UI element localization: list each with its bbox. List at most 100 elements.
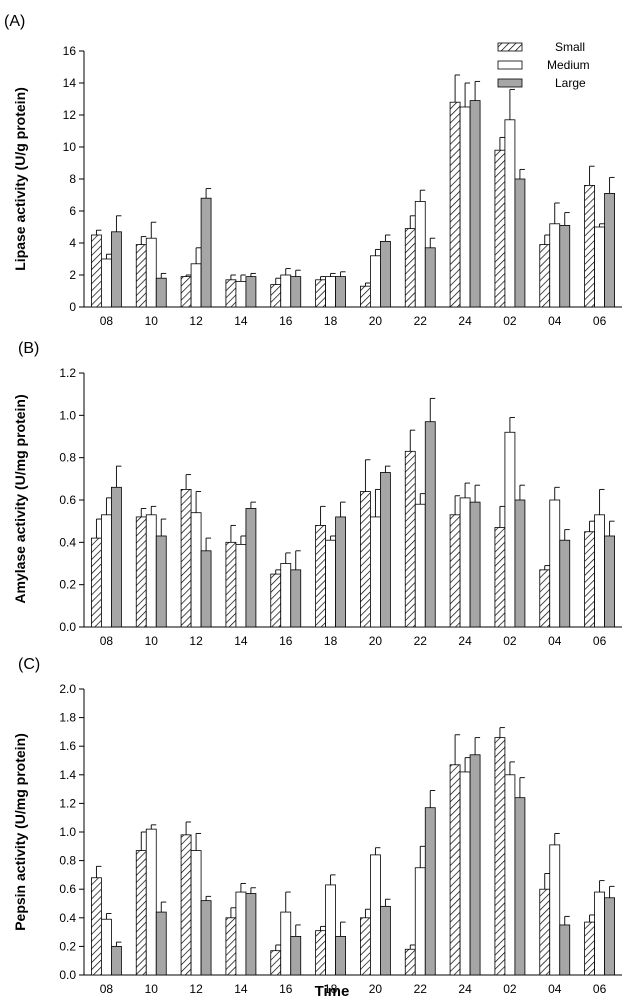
bar-large [604, 192, 615, 308]
y-tick-label: 0.4 [59, 911, 76, 925]
bar-medium [549, 844, 561, 976]
y-tick-label: 1.2 [59, 796, 76, 810]
x-tick-label: 02 [503, 634, 517, 648]
bar-large [245, 276, 257, 308]
x-tick-label: 22 [414, 314, 428, 328]
legend-label-small: Small [555, 40, 585, 54]
bar-large [469, 100, 481, 308]
x-tick-label: 24 [458, 634, 472, 648]
y-tick-label: 0.0 [59, 968, 76, 982]
bar-medium [370, 516, 381, 628]
y-tick-label: 1.8 [59, 711, 76, 725]
bar-medium [325, 884, 336, 976]
legend-swatch-large [497, 78, 523, 88]
bar-large [245, 893, 257, 976]
x-tick-label: 12 [189, 982, 203, 996]
bar-large [604, 535, 615, 628]
x-tick-label: 16 [279, 314, 293, 328]
y-tick-label: 12 [63, 108, 77, 122]
y-tick-label: 0.4 [59, 535, 76, 549]
x-axis-title: Time [315, 983, 350, 1000]
bar-large [335, 276, 346, 308]
x-tick-label: 24 [458, 982, 472, 996]
bar-medium [325, 276, 336, 308]
x-tick-label: 18 [324, 982, 338, 996]
x-tick-label: 20 [369, 314, 383, 328]
bar-small [360, 491, 371, 628]
bar-medium [101, 258, 112, 308]
x-tick-label: 06 [593, 634, 607, 648]
bar-small [225, 917, 237, 976]
bar-medium [145, 237, 157, 308]
bar-large [380, 472, 391, 628]
x-tick-label: 04 [548, 314, 562, 328]
bar-large [111, 231, 122, 308]
bar-small [315, 279, 326, 308]
y-tick-label: 0.6 [59, 882, 76, 896]
bar-small [225, 541, 237, 628]
legend-swatch-small [497, 42, 523, 52]
y-tick-label: 0.8 [59, 451, 76, 465]
bar-small [180, 276, 192, 308]
y-tick-label: 1.6 [59, 739, 76, 753]
bar-small [539, 888, 551, 976]
y-tick-label: 4 [69, 236, 76, 250]
bar-small [404, 948, 416, 976]
bar-large [290, 276, 302, 308]
panel-b-amylase: 0.0 0.2 0.4 0.6 0.8 1.0 1.2 08 10 12 14 16 18 20 22 24 0… [59, 366, 622, 648]
bar-small [225, 279, 237, 308]
bar-small [270, 950, 282, 976]
x-tick-label: 18 [324, 314, 338, 328]
x-tick-label: 22 [414, 982, 428, 996]
y-tick-label: 16 [63, 44, 77, 58]
x-tick-label: 08 [100, 314, 114, 328]
bar-large [380, 240, 391, 308]
x-tick-label: 18 [324, 634, 338, 648]
x-tick-label: 20 [369, 634, 383, 648]
y-tick-label: 6 [69, 204, 76, 218]
bar-large [200, 900, 212, 976]
bar-medium [504, 119, 516, 308]
bar-small [270, 573, 282, 628]
x-tick-label: 06 [593, 982, 607, 996]
bar-medium [190, 263, 202, 308]
bar-medium [370, 854, 381, 976]
y-tick-label: 8 [69, 172, 76, 186]
bar-large [245, 508, 257, 628]
bar-large [424, 421, 436, 628]
bar-medium [504, 431, 516, 628]
panel-label-c: (C) [18, 656, 40, 673]
bar-medium [414, 503, 426, 628]
x-tick-label: 24 [458, 314, 472, 328]
bar-small [360, 285, 371, 308]
bar-large [290, 569, 302, 628]
bar-small [449, 514, 461, 628]
y-tick-label: 0.0 [59, 620, 76, 634]
bar-small [449, 764, 461, 976]
y-tick-label: 0.8 [59, 854, 76, 868]
y-tick-label: 0 [69, 300, 76, 314]
bar-large [155, 535, 167, 628]
x-tick-label: 14 [234, 314, 248, 328]
x-tick-label: 16 [279, 982, 293, 996]
legend-label-large: Large [555, 76, 586, 90]
bar-medium [370, 255, 381, 308]
bar-medium [594, 891, 605, 976]
y-tick-label: 1.2 [59, 366, 76, 380]
y-tick-label: 0.2 [59, 939, 76, 953]
bar-medium [594, 514, 605, 628]
bar-medium [145, 828, 157, 976]
bar-large [514, 178, 526, 308]
bar-small [315, 930, 326, 976]
x-tick-label: 16 [279, 634, 293, 648]
y-tick-label: 10 [63, 140, 77, 154]
x-tick-label: 22 [414, 634, 428, 648]
bar-medium [101, 514, 112, 628]
x-tick-label: 04 [548, 982, 562, 996]
bar-small [404, 450, 416, 628]
bar-large [424, 247, 436, 308]
bar-small [539, 244, 551, 308]
bar-medium [235, 544, 247, 628]
y-tick-label: 0.6 [59, 493, 76, 507]
